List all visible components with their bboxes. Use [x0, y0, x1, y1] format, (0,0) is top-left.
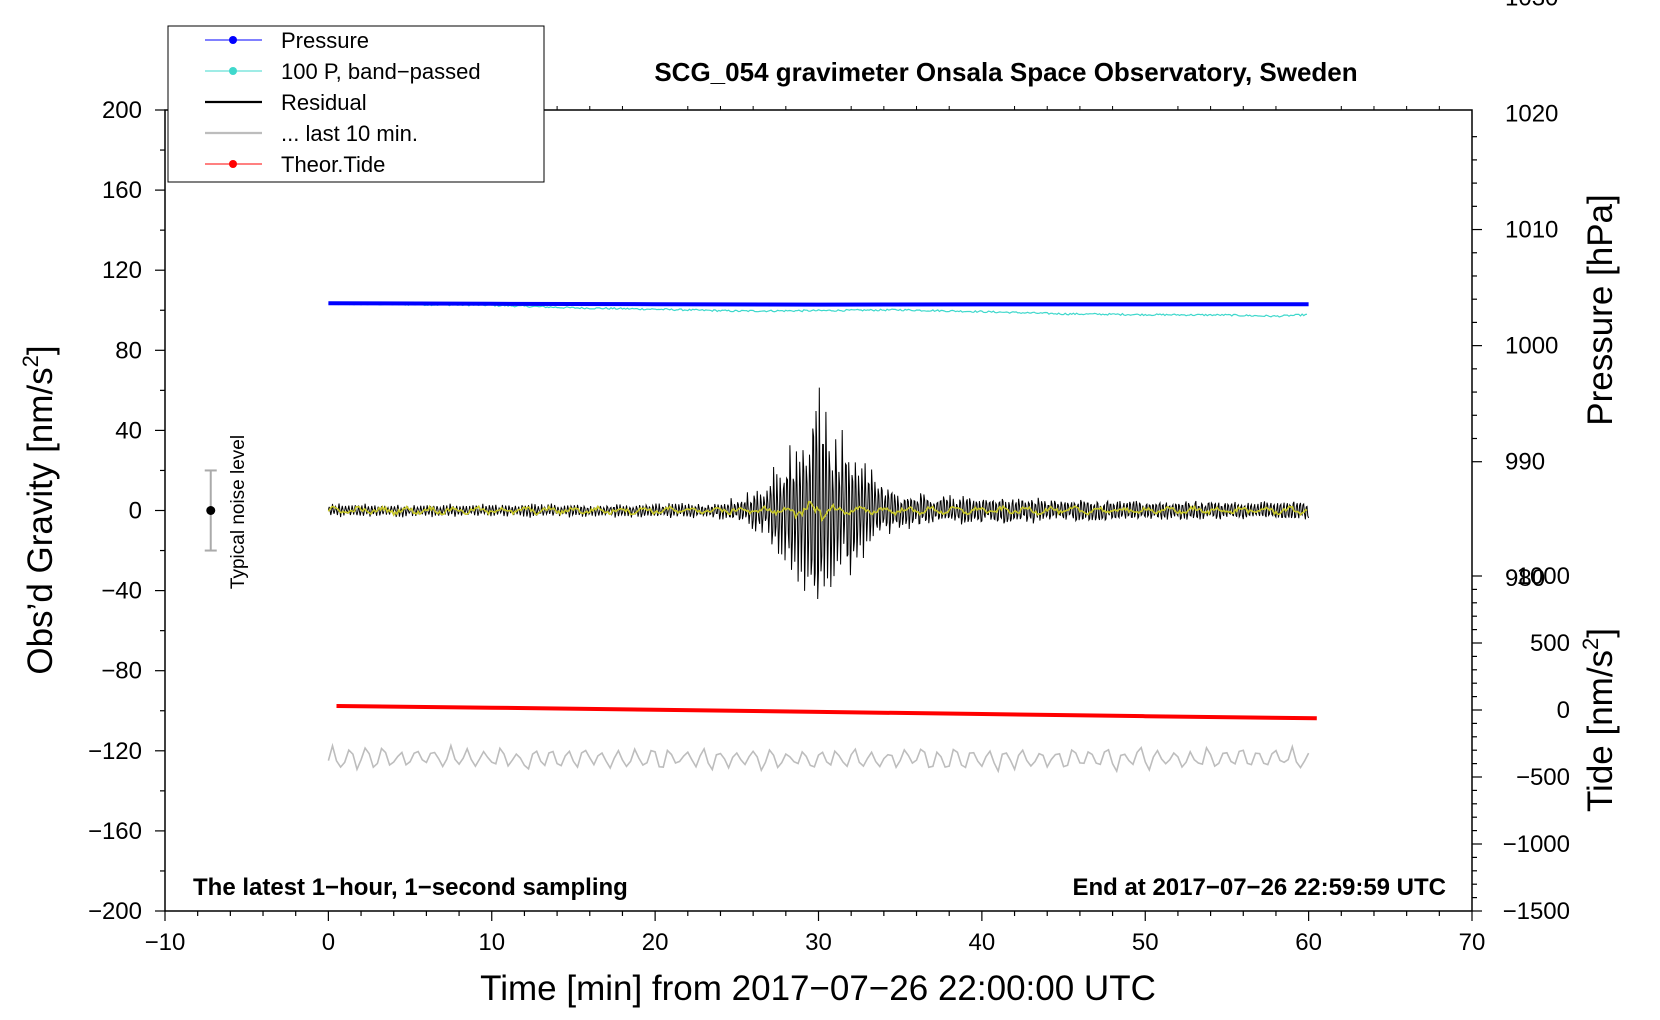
- theoretical-tide-line: [336, 704, 1317, 721]
- y-tick-label: −160: [88, 818, 142, 845]
- y-tick-label: −120: [88, 738, 142, 765]
- x-tick-label: 20: [642, 929, 669, 956]
- x-tick-label: 10: [478, 929, 505, 956]
- annotation-sampling: The latest 1−hour, 1−second sampling: [193, 874, 628, 901]
- y-axis-label-pressure: Pressure [hPa]: [1581, 194, 1620, 426]
- x-tick-label: 40: [969, 929, 996, 956]
- y-axis-pressure: 1030 1020 1010 1000 990 980: [1472, 0, 1558, 592]
- legend: Pressure 100 P, band−passed Residual ... la…: [167, 25, 545, 183]
- y-axis-tide: 1000 500 0 −500 −1000 −1500: [1472, 563, 1570, 925]
- y-tick-label: 40: [115, 417, 142, 444]
- y-tick-label: −200: [88, 898, 142, 925]
- last-10-min-line: [327, 742, 1310, 774]
- noise-bar-center-dot: [206, 506, 216, 515]
- annotation-end-time: End at 2017−07−26 22:59:59 UTC: [1072, 874, 1446, 901]
- pressure-tick-label: 980: [1505, 565, 1545, 592]
- y-axis-label-tide: Tide [nm/s2]: [1578, 628, 1620, 812]
- legend-theor-tide-marker: [229, 160, 237, 168]
- y-axis-gravity: 200 160 120 80 40 0 −40 −80 −120 −160 −200: [88, 97, 165, 925]
- y-axis-label-tide-close: ]: [1581, 628, 1620, 638]
- y-axis-label-gravity-sup: 2: [18, 355, 43, 367]
- y-tick-label: −80: [101, 658, 142, 685]
- x-axis: −10 0 10 20 30 40 50 60 70: [145, 106, 1486, 956]
- y-tick-label: 160: [102, 177, 142, 204]
- tide-tick-label: 0: [1557, 697, 1570, 724]
- pressure-tick-label: 1020: [1505, 100, 1558, 127]
- pressure-tick-label: 1010: [1505, 217, 1558, 244]
- y-axis-label-gravity-text: Obs’d Gravity [nm/s: [21, 367, 60, 674]
- legend-bandpassed-marker: [229, 67, 237, 75]
- series-layer: [327, 301, 1317, 774]
- pressure-tick-label: 990: [1505, 449, 1545, 476]
- pressure-tick-label: 1000: [1505, 333, 1558, 360]
- pressure-tick-label: 1030: [1505, 0, 1558, 11]
- x-axis-label: Time [min] from 2017−07−26 22:00:00 UTC: [480, 969, 1156, 1008]
- tide-tick-label: 500: [1530, 630, 1570, 657]
- x-tick-label: 70: [1459, 929, 1486, 956]
- legend-box: [167, 25, 545, 183]
- residual-smoothed-line: [327, 500, 1308, 523]
- noise-level-label: Typical noise level: [228, 435, 249, 589]
- y-tick-label: 200: [102, 97, 142, 124]
- legend-residual-label: Residual: [281, 90, 367, 115]
- legend-bandpassed-label: 100 P, band−passed: [281, 59, 481, 84]
- tide-tick-label: −1500: [1503, 898, 1570, 925]
- residual-line: [327, 387, 1310, 600]
- tide-tick-label: 1000: [1517, 563, 1570, 590]
- noise-level-indicator: [204, 469, 217, 552]
- y-axis-label-tide-text: Tide [nm/s: [1581, 650, 1620, 812]
- legend-last-10-min-label: ... last 10 min.: [281, 121, 418, 146]
- x-tick-label: −10: [145, 929, 186, 956]
- tide-tick-label: −1000: [1503, 831, 1570, 858]
- y-tick-label: 80: [115, 337, 142, 364]
- chart-title: SCG_054 gravimeter Onsala Space Observat…: [654, 57, 1357, 87]
- x-tick-label: 0: [322, 929, 335, 956]
- y-axis-label-gravity: Obs’d Gravity [nm/s2]: [18, 345, 60, 674]
- x-tick-label: 50: [1132, 929, 1159, 956]
- y-axis-label-gravity-close: ]: [21, 345, 60, 355]
- y-axis-label-tide-sup: 2: [1578, 638, 1603, 650]
- y-tick-label: 120: [102, 257, 142, 284]
- pressure-line: [328, 301, 1309, 307]
- legend-pressure-label: Pressure: [281, 28, 369, 53]
- x-tick-label: 30: [805, 929, 832, 956]
- x-tick-label: 60: [1295, 929, 1322, 956]
- legend-theor-tide-label: Theor.Tide: [281, 152, 385, 177]
- tide-tick-label: −500: [1516, 764, 1570, 791]
- y-tick-label: −40: [101, 578, 142, 605]
- legend-pressure-marker: [229, 36, 237, 44]
- y-tick-label: 0: [129, 498, 142, 525]
